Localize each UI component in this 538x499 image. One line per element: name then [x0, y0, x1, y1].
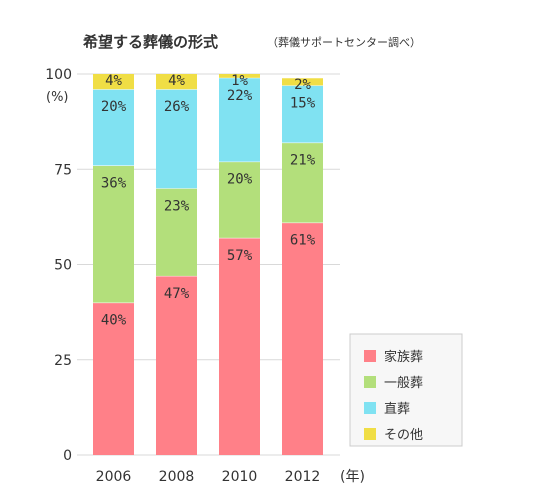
data-label: 22% — [227, 88, 253, 104]
data-label: 1% — [231, 73, 248, 89]
data-label: 57% — [227, 248, 253, 264]
x-tick-label: 2010 — [222, 469, 258, 485]
y-tick-label: 50 — [54, 258, 72, 274]
bar-segment — [93, 165, 134, 303]
y-tick-label: 75 — [54, 162, 72, 178]
data-label: 40% — [101, 313, 127, 329]
data-label: 4% — [105, 73, 122, 89]
data-label: 15% — [290, 95, 316, 111]
y-tick-label: 100 — [45, 67, 72, 83]
data-label: 26% — [164, 99, 190, 115]
bar-segment — [156, 74, 197, 90]
bar-segment — [282, 142, 323, 223]
bar-segment — [282, 77, 323, 86]
legend-label: 直葬 — [384, 402, 410, 417]
bar-segment — [156, 188, 197, 276]
bar-segment — [219, 74, 260, 78]
y-tick-label: 25 — [54, 353, 72, 369]
data-label: 2% — [294, 77, 311, 93]
legend-swatch — [364, 428, 376, 440]
data-label: 36% — [101, 175, 127, 191]
chart-title: 希望する葬儀の形式 （葬儀サポートセンター調べ） — [83, 33, 421, 51]
data-label: 20% — [101, 99, 127, 115]
x-tick-label: 2006 — [96, 469, 132, 485]
bar-segment — [219, 237, 260, 455]
x-axis-unit: (年) — [340, 469, 365, 485]
y-axis-unit: (%) — [46, 90, 69, 105]
legend-label: 一般葬 — [384, 375, 423, 391]
bars: 40% 36% 20% 4% 47% 23% 26% 4% 57% 20% 22%1% 61% 21% 1… — [93, 73, 323, 455]
bar-segment — [282, 222, 323, 455]
data-label: 61% — [290, 233, 316, 249]
chart-title-text: 希望する葬儀の形式 — [83, 33, 218, 51]
data-label: 47% — [164, 286, 190, 302]
bar-segment — [282, 85, 323, 143]
bar-segment — [93, 74, 134, 90]
bar-segment — [93, 89, 134, 166]
legend-label: その他 — [384, 428, 423, 443]
data-label: 23% — [164, 198, 190, 214]
y-tick-label: 0 — [63, 448, 72, 464]
bar-segment — [156, 275, 197, 455]
axes: (%) (年) 0 25 50 75 100 2006 2008 2010 2012 — [45, 67, 365, 485]
x-tick-label: 2008 — [159, 469, 195, 485]
data-label: 20% — [227, 172, 253, 188]
x-tick-label: 2012 — [285, 469, 321, 485]
legend-swatch — [364, 350, 376, 362]
data-label: 4% — [168, 73, 185, 89]
bar-segment — [156, 89, 197, 189]
legend-swatch — [364, 376, 376, 388]
data-label: 21% — [290, 153, 316, 169]
legend-label: 家族葬 — [384, 349, 423, 365]
bar-segment — [219, 77, 260, 162]
bar-segment — [93, 302, 134, 455]
bar-segment — [219, 161, 260, 238]
legend-swatch — [364, 402, 376, 414]
chart-subtitle-text: （葬儀サポートセンター調べ） — [267, 35, 421, 49]
